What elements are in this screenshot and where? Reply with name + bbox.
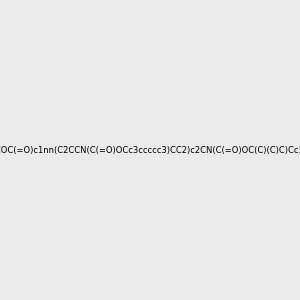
- Text: CCOC(=O)c1nn(C2CCN(C(=O)OCc3ccccc3)CC2)c2CN(C(=O)OC(C)(C)C)Cc12: CCOC(=O)c1nn(C2CCN(C(=O)OCc3ccccc3)CC2)c…: [0, 146, 300, 154]
